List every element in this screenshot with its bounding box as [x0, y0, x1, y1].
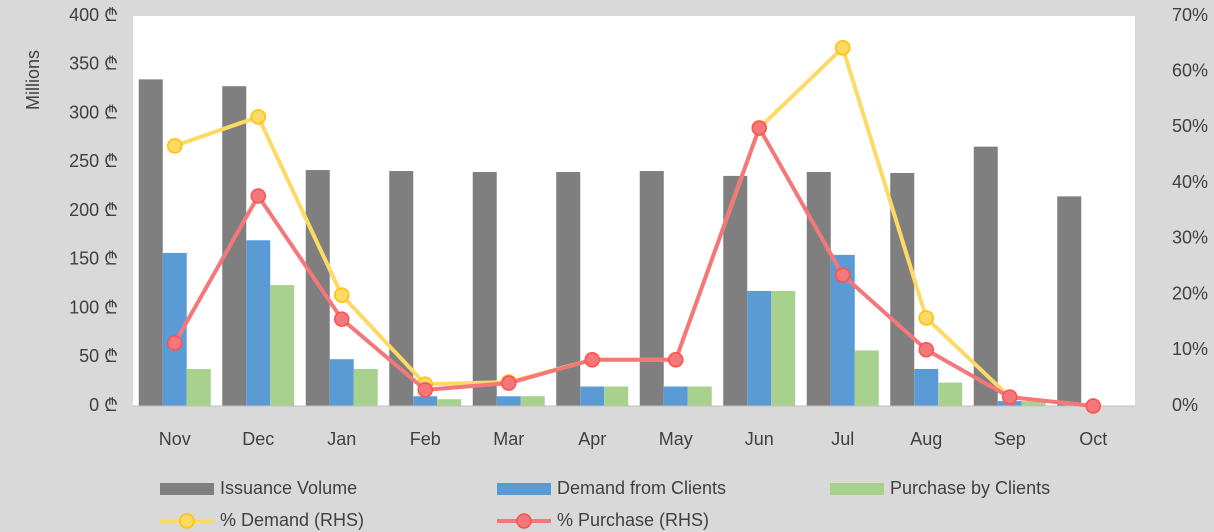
x-tick-label: May [659, 429, 693, 449]
marker [584, 352, 600, 368]
y-tick-label: 300 ₾ [69, 102, 118, 122]
y2-tick-label: 0% [1172, 395, 1198, 415]
bar [246, 240, 271, 406]
bar [938, 382, 963, 406]
x-tick-label: Dec [242, 429, 274, 449]
x-tick-label: Mar [493, 429, 524, 449]
y-tick-label: 400 ₾ [69, 5, 118, 25]
bar [747, 290, 772, 406]
marker [334, 311, 350, 327]
legend-label: Demand from Clients [557, 478, 726, 498]
bar [663, 386, 688, 406]
y2-tick-label: 70% [1172, 5, 1208, 25]
line [173, 125, 1094, 408]
bar [1021, 401, 1046, 406]
bar [914, 368, 939, 406]
legend-label: % Demand (RHS) [220, 510, 364, 530]
marker [918, 310, 934, 326]
bar [1057, 196, 1082, 406]
y2-tick-label: 40% [1172, 172, 1208, 192]
marker [250, 109, 266, 125]
bar [353, 368, 378, 406]
x-tick-label: Jan [327, 429, 356, 449]
marker [334, 287, 350, 303]
marker [250, 188, 266, 204]
y-axis-label: Millions [23, 50, 43, 110]
x-tick-label: Sep [994, 429, 1026, 449]
legend-marker [179, 513, 195, 529]
marker [751, 120, 767, 136]
legend-swatch [830, 483, 884, 495]
y-tick-label: 350 ₾ [69, 54, 118, 74]
y2-tick-label: 60% [1172, 60, 1208, 80]
legend-marker [516, 513, 532, 529]
bar [222, 86, 247, 406]
bar [472, 172, 497, 406]
bar [496, 396, 521, 406]
y2-tick-label: 30% [1172, 228, 1208, 248]
bar [413, 396, 438, 406]
y-tick-label: 0 ₾ [89, 395, 118, 415]
x-tick-label: Nov [159, 429, 191, 449]
x-tick-label: Jun [745, 429, 774, 449]
bar [604, 386, 629, 406]
legend-label: % Purchase (RHS) [557, 510, 709, 530]
bar [854, 350, 879, 406]
bar [687, 386, 712, 406]
bar [138, 79, 163, 406]
y-tick-label: 200 ₾ [69, 200, 118, 220]
marker [501, 375, 517, 391]
y-tick-label: 250 ₾ [69, 151, 118, 171]
y2-tick-label: 10% [1172, 339, 1208, 359]
legend-swatch [160, 483, 214, 495]
bar [520, 396, 545, 406]
bar [973, 146, 998, 406]
x-tick-label: Apr [578, 429, 606, 449]
marker [1085, 398, 1101, 414]
x-tick-label: Jul [831, 429, 854, 449]
plot-area [133, 16, 1135, 406]
bar [639, 171, 664, 406]
bar [270, 285, 295, 406]
y-tick-label: 150 ₾ [69, 249, 118, 269]
y-tick-label: 50 ₾ [79, 346, 118, 366]
bar [771, 290, 796, 406]
marker [835, 267, 851, 283]
legend-swatch [497, 483, 551, 495]
bar [305, 170, 330, 406]
bar [329, 359, 354, 406]
y2-tick-label: 50% [1172, 116, 1208, 136]
legend-label: Purchase by Clients [890, 478, 1050, 498]
y-tick-label: 100 ₾ [69, 297, 118, 317]
y2-tick-label: 20% [1172, 283, 1208, 303]
marker [1002, 389, 1018, 405]
marker [167, 335, 183, 351]
bar [723, 175, 748, 406]
marker [918, 341, 934, 358]
legend-label: Issuance Volume [220, 478, 357, 498]
bar [186, 368, 211, 406]
x-tick-label: Aug [910, 429, 942, 449]
x-tick-label: Oct [1079, 429, 1107, 449]
bar [806, 172, 831, 406]
x-tick-label: Feb [410, 429, 441, 449]
marker [668, 352, 684, 368]
marker [167, 138, 183, 154]
bar [437, 399, 462, 406]
marker [835, 40, 851, 56]
marker [417, 382, 433, 398]
bar [580, 386, 605, 406]
